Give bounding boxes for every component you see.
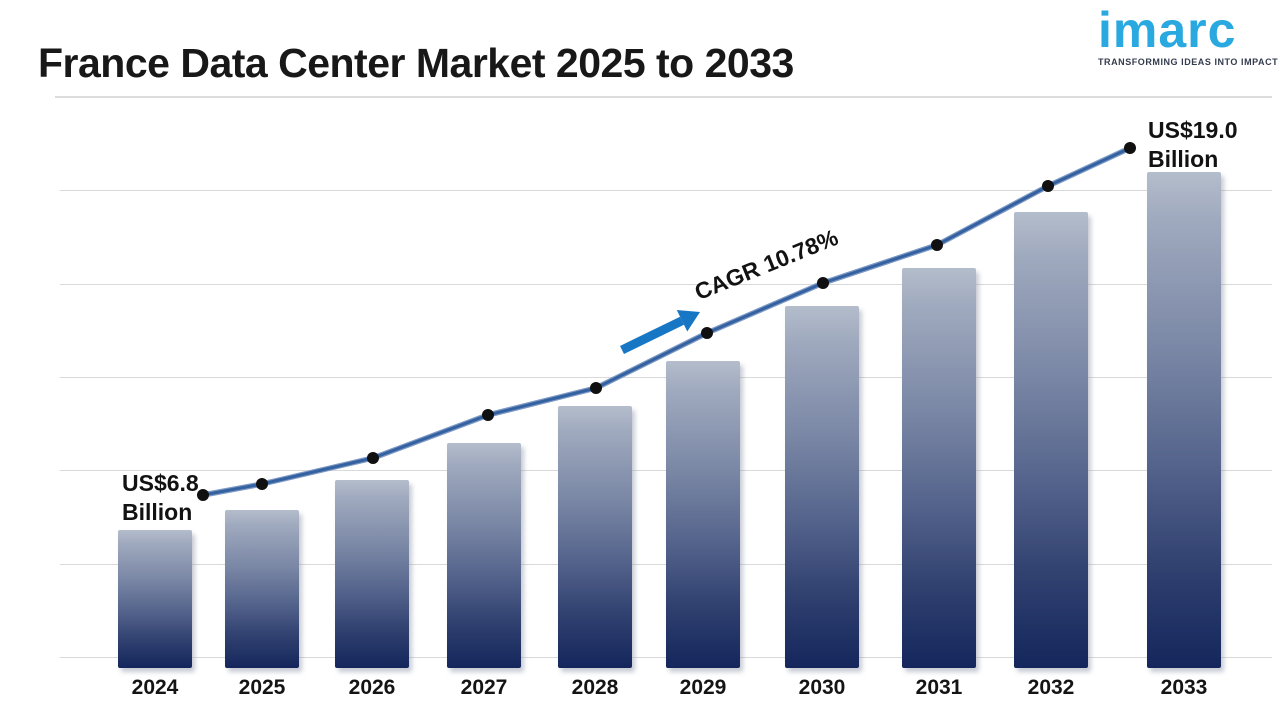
end-value-line2: Billion xyxy=(1148,146,1219,172)
gridline xyxy=(60,190,1272,191)
imarc-logo: imarc TRANSFORMING IDEAS INTO IMPACT xyxy=(1098,2,1279,67)
gridline xyxy=(60,284,1272,285)
end-value-line1: US$19.0 xyxy=(1148,117,1238,143)
x-axis-label-2024: 2024 xyxy=(131,676,179,699)
data-point-marker-2027 xyxy=(482,409,494,421)
x-axis-label-2032: 2032 xyxy=(1027,676,1075,699)
bar-2032 xyxy=(1014,212,1088,668)
growth-arrow-shaft xyxy=(620,316,684,355)
start-value-label: US$6.8 Billion xyxy=(122,469,199,527)
bar-2031 xyxy=(902,268,976,668)
x-axis-label-2027: 2027 xyxy=(460,676,508,699)
data-point-marker-2028 xyxy=(590,382,602,394)
data-point-marker-2030 xyxy=(817,277,829,289)
x-axis-label-2029: 2029 xyxy=(679,676,727,699)
data-point-marker-2026 xyxy=(367,452,379,464)
x-axis-label-2026: 2026 xyxy=(348,676,396,699)
data-point-marker-2033 xyxy=(1124,142,1136,154)
title-divider-line xyxy=(55,96,1272,98)
x-axis-label-2033: 2033 xyxy=(1160,676,1208,699)
data-point-marker-2029 xyxy=(701,327,713,339)
bar-2028 xyxy=(558,406,632,668)
bar-2030 xyxy=(785,306,859,668)
x-axis-label-2025: 2025 xyxy=(238,676,286,699)
imarc-tagline: TRANSFORMING IDEAS INTO IMPACT xyxy=(1098,57,1279,67)
data-point-marker-2025 xyxy=(256,478,268,490)
x-axis-label-2031: 2031 xyxy=(915,676,963,699)
cagr-label: CAGR 10.78% xyxy=(690,223,842,306)
x-axis-label-2028: 2028 xyxy=(571,676,619,699)
bar-2029 xyxy=(666,361,740,668)
end-value-label: US$19.0 Billion xyxy=(1148,116,1238,174)
bar-2025 xyxy=(225,510,299,668)
x-axis-label-2030: 2030 xyxy=(798,676,846,699)
start-value-line2: Billion xyxy=(122,499,193,525)
data-point-marker-2031 xyxy=(931,239,943,251)
imarc-wordmark: imarc xyxy=(1098,2,1237,58)
page-title: France Data Center Market 2025 to 2033 xyxy=(38,40,794,86)
start-value-line1: US$6.8 xyxy=(122,470,199,496)
bar-2026 xyxy=(335,480,409,668)
bar-2027 xyxy=(447,443,521,668)
bar-2033 xyxy=(1147,172,1221,668)
growth-arrow-head xyxy=(676,309,700,332)
bar-2024 xyxy=(118,530,192,668)
